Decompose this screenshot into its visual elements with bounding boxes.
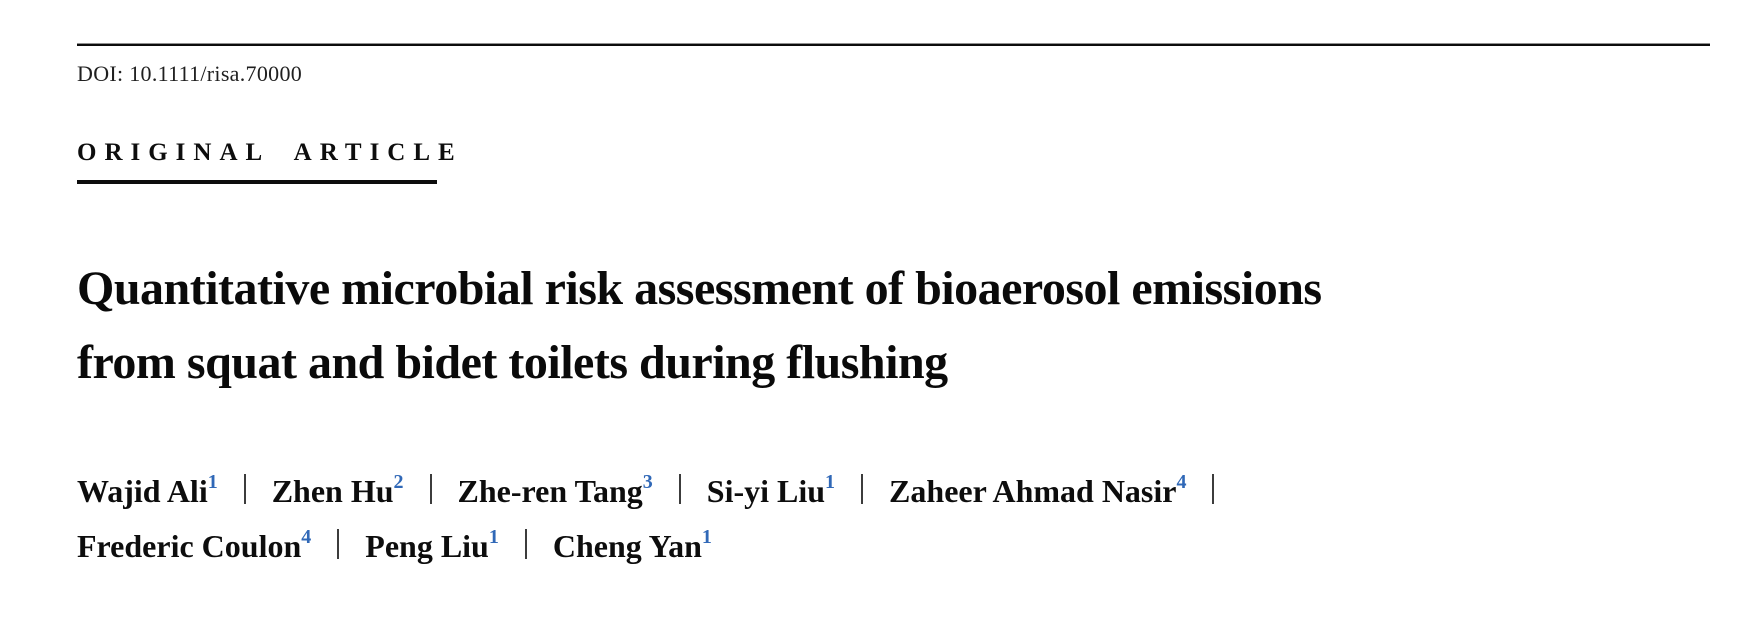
author-affiliation-superscript: 4 — [301, 526, 312, 549]
author-affiliation-superscript: 2 — [393, 471, 404, 494]
author-row: Wajid Ali1 Zhen Hu2 Zhe-ren Tang3 Si-yi Liu… — [77, 464, 1710, 519]
article-header: DOI: 10.1111/risa.70000 ORIGINAL ARTICLE… — [77, 43, 1710, 574]
article-page: DOI: 10.1111/risa.70000 ORIGINAL ARTICLE… — [0, 43, 1746, 574]
author-affiliation-superscript: 1 — [488, 526, 499, 549]
author-name: Peng Liu1 — [365, 526, 499, 564]
author-name: Cheng Yan1 — [552, 526, 712, 564]
author-name: Zaheer Ahmad Nasir4 — [889, 471, 1187, 509]
article-title-line2: from squat and bidet toilets during flus… — [77, 336, 948, 389]
author-affiliation-superscript: 1 — [701, 526, 712, 549]
author-separator — [861, 474, 864, 504]
author-separator — [1212, 474, 1215, 504]
author-affiliation-superscript: 3 — [642, 471, 653, 494]
author-separator — [337, 529, 340, 559]
top-rule — [77, 43, 1710, 46]
article-title: Quantitative microbial risk assessment o… — [77, 252, 1710, 400]
article-type-underline — [77, 180, 437, 184]
doi-text: DOI: 10.1111/risa.70000 — [77, 61, 303, 86]
author-separator — [524, 529, 527, 559]
article-title-line1: Quantitative microbial risk assessment o… — [77, 262, 1322, 315]
author-affiliation-superscript: 1 — [825, 471, 836, 494]
author-affiliation-superscript: 4 — [1176, 471, 1187, 494]
author-name: Zhen Hu2 — [271, 471, 404, 509]
author-row: Frederic Coulon4 Peng Liu1 Cheng Yan1 — [77, 519, 1710, 574]
author-affiliation-superscript: 1 — [207, 471, 218, 494]
author-name: Wajid Ali1 — [77, 471, 218, 509]
author-name: Si-yi Liu1 — [706, 471, 836, 509]
author-separator — [429, 474, 432, 504]
author-name: Zhe-ren Tang3 — [457, 471, 653, 509]
author-separator — [243, 474, 246, 504]
author-name: Frederic Coulon4 — [77, 526, 312, 564]
author-rows: Wajid Ali1 Zhen Hu2 Zhe-ren Tang3 Si-yi Liu… — [77, 464, 1710, 574]
article-type-heading: ORIGINAL ARTICLE — [77, 139, 463, 166]
author-separator — [678, 474, 681, 504]
